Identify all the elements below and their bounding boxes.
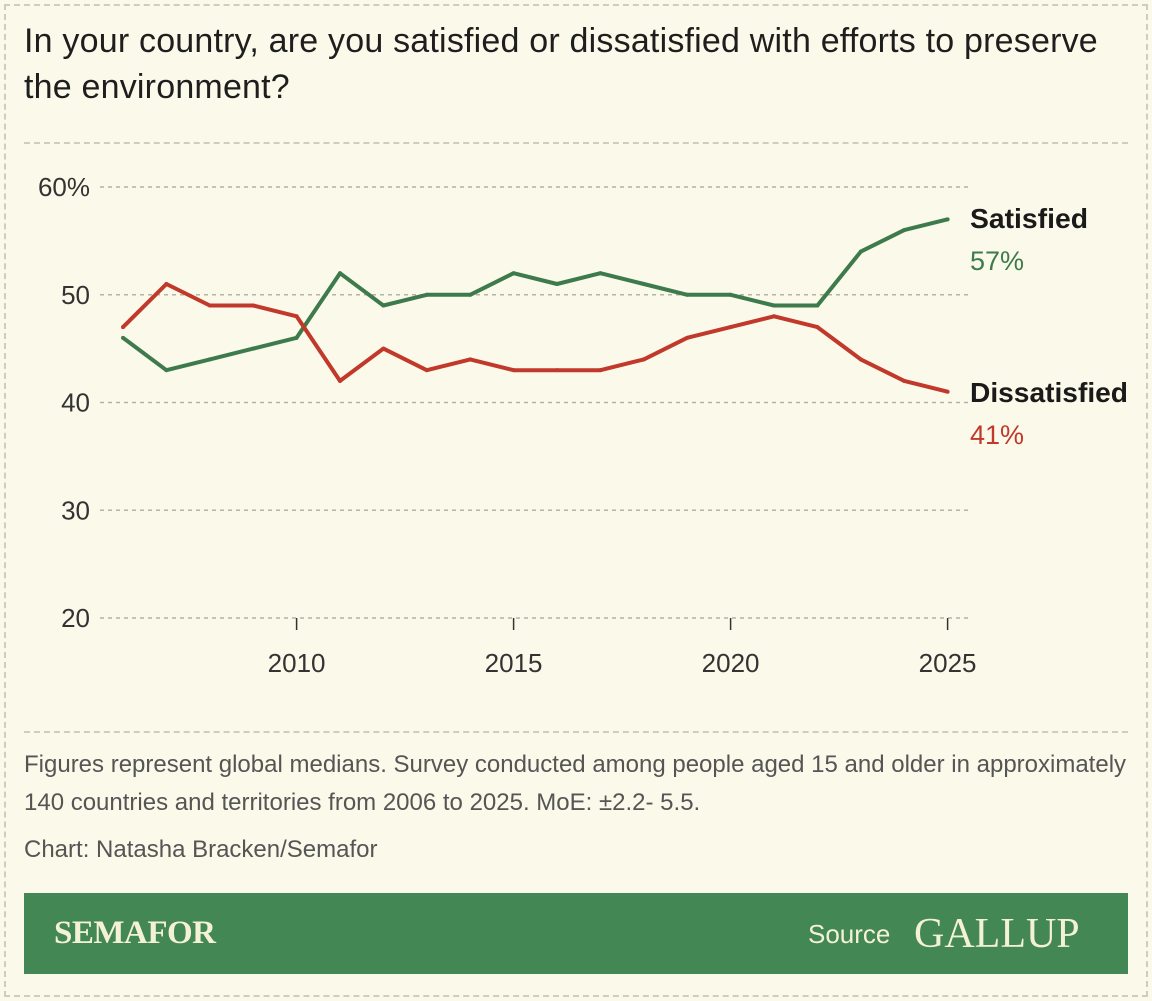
data-point-dissatisfied	[164, 281, 169, 286]
data-point-satisfied	[641, 281, 646, 286]
series-line-satisfied	[121, 217, 949, 373]
y-tick-label: 40	[61, 388, 90, 418]
data-point-satisfied	[685, 292, 690, 297]
data-point-dissatisfied	[598, 368, 603, 373]
data-point-dissatisfied	[772, 314, 776, 319]
data-point-dissatisfied	[121, 325, 125, 330]
data-point-satisfied	[468, 292, 473, 297]
gallup-logo: GALLUP	[914, 911, 1080, 957]
chart-title: In your country, are you satisfied or di…	[24, 22, 1098, 106]
divider-bottom	[24, 731, 1128, 733]
series-line-dissatisfied	[121, 282, 949, 394]
data-point-satisfied	[902, 228, 907, 233]
x-tick-label: 2020	[702, 648, 760, 678]
chart-frame	[4, 4, 1148, 997]
data-point-dissatisfied	[468, 357, 473, 362]
data-point-satisfied	[121, 335, 125, 340]
data-point-satisfied	[815, 303, 820, 308]
data-point-dissatisfied	[858, 357, 863, 362]
series-label: Dissatisfied	[970, 377, 1128, 408]
data-point-satisfied	[945, 217, 950, 222]
y-tick-label: 20	[61, 603, 90, 633]
data-point-dissatisfied	[555, 368, 559, 373]
data-point-satisfied	[251, 346, 256, 351]
data-point-dissatisfied	[685, 335, 690, 340]
footer-banner: SEMAFOR Source GALLUP	[24, 893, 1128, 974]
data-point-satisfied	[381, 303, 386, 308]
data-point-satisfied	[207, 357, 212, 362]
y-tick-label: 50	[61, 280, 90, 310]
data-point-satisfied	[164, 368, 169, 373]
data-point-dissatisfied	[815, 325, 820, 330]
data-point-dissatisfied	[294, 314, 299, 319]
data-point-satisfied	[598, 271, 603, 276]
data-point-satisfied	[555, 281, 559, 286]
data-point-satisfied	[424, 292, 429, 297]
data-point-dissatisfied	[251, 303, 256, 308]
line-chart: 20 30 40 50 60% 2010 2015 2020 2025 Satisfied 57% D…	[38, 172, 1128, 678]
data-point-dissatisfied	[641, 357, 646, 362]
data-point-satisfied	[511, 271, 516, 276]
data-point-dissatisfied	[511, 368, 516, 373]
series-end-value: 57%	[970, 246, 1024, 276]
series-end-value: 41%	[970, 420, 1024, 450]
data-point-dissatisfied	[424, 368, 429, 373]
source-label: Source	[808, 919, 891, 949]
x-tick-label: 2025	[919, 648, 977, 678]
data-point-satisfied	[772, 303, 776, 308]
y-tick-label: 30	[61, 495, 90, 525]
data-point-dissatisfied	[728, 325, 733, 330]
x-tick-label: 2015	[485, 648, 543, 678]
footnote: Figures represent global medians. Survey…	[24, 751, 1127, 816]
data-point-satisfied	[858, 249, 863, 254]
data-point-satisfied	[338, 271, 342, 276]
data-point-dissatisfied	[381, 346, 386, 351]
x-tick-label: 2010	[268, 648, 326, 678]
divider-top	[24, 142, 1128, 144]
chart-credit: Chart: Natasha Bracken/Semafor	[24, 836, 378, 863]
semafor-logo: SEMAFOR	[54, 915, 216, 951]
series-label: Satisfied	[970, 203, 1088, 234]
data-point-dissatisfied	[902, 378, 907, 383]
data-point-satisfied	[728, 292, 733, 297]
y-tick-label: 60%	[38, 172, 90, 202]
data-point-satisfied	[294, 335, 299, 340]
data-point-dissatisfied	[207, 303, 212, 308]
data-point-dissatisfied	[338, 378, 342, 383]
data-point-dissatisfied	[945, 389, 950, 394]
